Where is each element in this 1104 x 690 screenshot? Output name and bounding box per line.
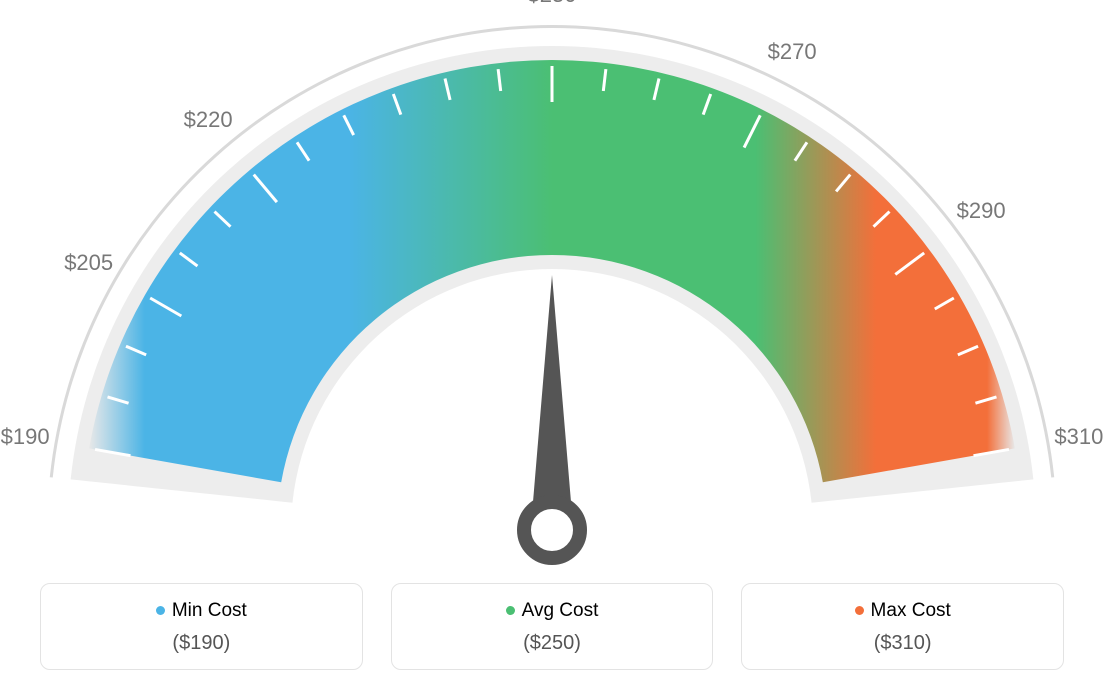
max-cost-card: Max Cost ($310) <box>741 583 1064 670</box>
max-cost-value: ($310) <box>762 632 1043 655</box>
max-cost-dot <box>855 606 864 615</box>
min-cost-card: Min Cost ($190) <box>40 583 363 670</box>
min-cost-dot <box>156 606 165 615</box>
gauge-tick-label: $250 <box>528 0 577 8</box>
gauge-tick-label: $290 <box>957 198 1006 224</box>
gauge-tick-label: $220 <box>184 107 233 133</box>
avg-cost-dot <box>506 606 515 615</box>
gauge-chart: $190 $205 $220 $250 $270 $290 $310 <box>0 0 1104 570</box>
max-cost-label: Max Cost <box>871 600 951 621</box>
min-cost-title: Min Cost <box>61 600 342 622</box>
avg-cost-label: Avg Cost <box>522 600 599 621</box>
avg-cost-title: Avg Cost <box>412 600 693 622</box>
gauge-tick-label: $205 <box>64 250 113 276</box>
gauge-tick-label: $270 <box>768 39 817 65</box>
min-cost-value: ($190) <box>61 632 342 655</box>
gauge-svg <box>0 0 1104 570</box>
gauge-tick-label: $310 <box>1054 424 1103 450</box>
max-cost-title: Max Cost <box>762 600 1043 622</box>
avg-cost-card: Avg Cost ($250) <box>391 583 714 670</box>
gauge-tick-label: $190 <box>1 424 50 450</box>
min-cost-label: Min Cost <box>172 600 247 621</box>
legend-cards: Min Cost ($190) Avg Cost ($250) Max Cost… <box>40 583 1064 670</box>
avg-cost-value: ($250) <box>412 632 693 655</box>
